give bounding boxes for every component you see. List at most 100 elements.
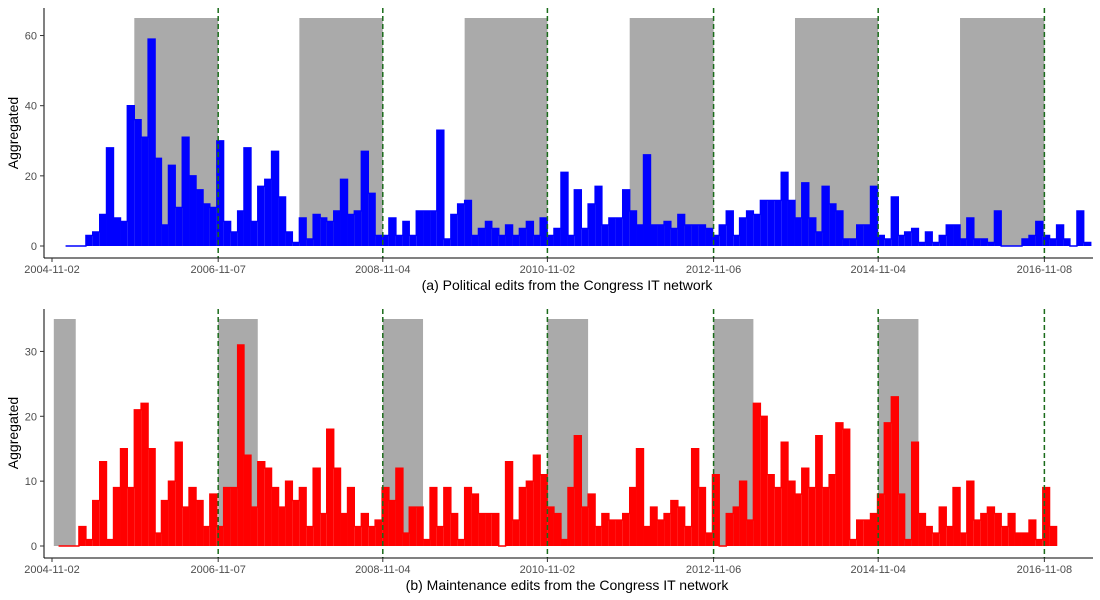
bar [643,154,651,246]
bar [182,507,190,546]
bar [877,494,885,546]
bar [395,468,403,546]
bar [581,228,589,246]
bar [657,224,665,246]
bar [257,186,265,246]
bar [960,533,967,546]
bar [643,526,651,546]
shaded-period [464,18,548,246]
bar [794,217,802,246]
bar [829,203,836,246]
bar [203,203,210,246]
bar [973,520,981,546]
bar [601,224,609,246]
bar [313,214,321,246]
bar [1049,238,1057,246]
bar [677,507,685,546]
bar [553,228,561,246]
bar [753,214,761,246]
bar [567,235,575,246]
bar [196,500,204,546]
bar [767,200,775,246]
bar [739,481,747,546]
bar [326,221,334,246]
bar [464,200,472,246]
bar [891,396,899,546]
bar [113,217,121,246]
bar [588,494,596,546]
bar [430,487,437,546]
bar [120,221,128,246]
y-tick-label: 10 [25,476,37,488]
bar [402,221,410,246]
bar [505,461,513,546]
bar [243,147,251,246]
bar [78,526,86,546]
shaded-period [629,18,714,246]
bar [1008,513,1015,546]
bar [774,487,782,546]
bar [512,520,520,546]
y-tick-label: 30 [25,346,37,358]
bar [966,217,974,246]
bar [161,224,169,246]
bar [216,140,224,246]
bar [230,487,238,546]
bar [175,207,183,246]
bar [588,203,596,246]
bar [849,238,857,246]
bar [354,526,362,546]
bar [822,186,830,246]
bar [361,151,369,246]
bar [842,429,850,546]
bar [1021,238,1029,246]
bar [85,235,93,246]
bar [127,487,135,546]
bar [402,533,410,546]
bar [691,224,699,246]
bar [980,238,988,246]
bar [884,422,892,546]
bar [347,214,355,246]
bar [1076,210,1084,246]
bar [932,242,940,246]
bar [436,130,444,246]
bar [540,474,548,546]
x-tick-label: 2004-11-02 [24,264,79,276]
bar [739,217,747,246]
y-tick-label: 0 [31,241,37,253]
bar [973,238,981,246]
bar [553,513,561,546]
bar [306,526,314,546]
bar [863,520,871,546]
x-tick-label: 2016-11-08 [1017,564,1072,576]
bar [705,533,713,546]
bar [712,235,720,246]
bar [161,500,169,546]
bar [443,487,451,546]
bar [629,210,637,246]
bar [650,224,658,246]
bar [1001,526,1009,546]
bar [1056,224,1064,246]
bar [560,172,568,246]
bar [209,494,217,546]
bar [1049,526,1057,546]
bar [505,224,513,246]
bar [760,200,768,246]
bar [423,210,431,246]
bar [684,224,692,246]
bar [155,533,162,546]
bar [994,513,1002,546]
bar [340,179,348,246]
bar [320,513,327,546]
bar [409,507,417,546]
bar [491,513,499,546]
bar [264,468,272,546]
y-axis-title: Aggregated [5,397,21,469]
bar [92,231,100,246]
bar [175,442,183,546]
bar [120,448,128,546]
bar [278,196,286,246]
